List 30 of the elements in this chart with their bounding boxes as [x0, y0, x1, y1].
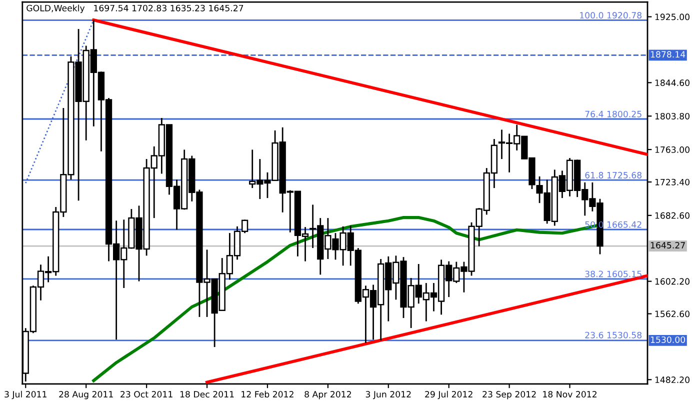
- x-tick-label: 28 Aug 2011: [59, 391, 113, 400]
- annotation: 76.4 1800.25: [585, 110, 642, 118]
- ref-line-label: 1878.14: [650, 51, 686, 58]
- y-tick-label: 1482.20: [655, 376, 690, 384]
- x-tick-label: 3 Jun 2012: [366, 391, 411, 400]
- ref-line-label: 1530.00: [650, 336, 686, 343]
- y-tick-label: 1763.00: [655, 146, 690, 153]
- chart-title: GOLD,Weekly: [26, 4, 85, 14]
- x-tick-label: 18 Nov 2012: [543, 391, 596, 398]
- x-tick-label: 8 Apr 2012: [304, 391, 351, 400]
- y-tick-label: 1602.20: [655, 278, 690, 285]
- ref-line-label: 1645.27: [650, 242, 685, 249]
- annotation: 61.8 1725.68: [585, 172, 642, 178]
- chart-subtitle: 1697.54 1702.83 1635.23 1645.27: [94, 4, 244, 12]
- y-tick-label: 1723.40: [655, 178, 690, 186]
- x-tick-label: 3 Jul 2011: [4, 390, 46, 400]
- x-tick-label: 12 Feb 2012: [242, 390, 294, 398]
- x-tick-label: 23 Sep 2012: [482, 391, 536, 400]
- x-tick-label: 18 Dec 2011: [180, 391, 234, 398]
- x-tick-label: 23 Oct 2011: [120, 391, 172, 398]
- annotation: 23.6 1530.58: [585, 332, 642, 338]
- y-tick-label: 1562.60: [655, 310, 690, 318]
- y-tick-label: 1925.00: [655, 14, 690, 20]
- annotation: 100.0 1920.78: [580, 12, 642, 19]
- y-tick-label: 1844.60: [655, 80, 690, 86]
- annotation: 50.0 1665.42: [585, 221, 642, 228]
- x-tick-label: 29 Jul 2012: [425, 390, 472, 400]
- y-tick-label: 1682.60: [655, 212, 690, 219]
- y-tick-label: 1803.80: [655, 112, 690, 120]
- annotation: 38.2 1605.15: [585, 270, 642, 278]
